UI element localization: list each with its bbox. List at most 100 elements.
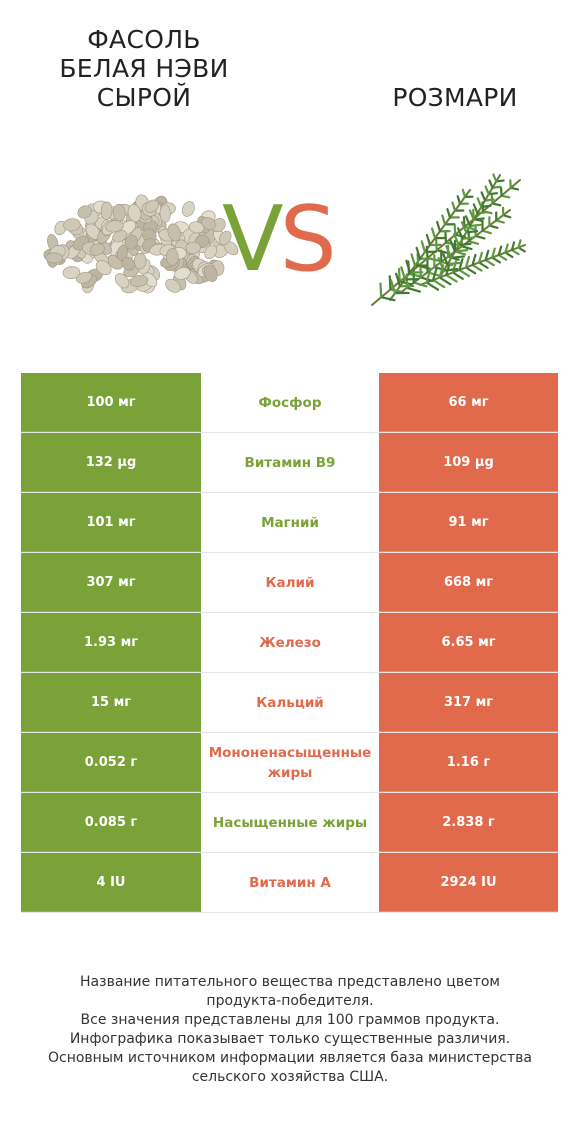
rosemary-part [453, 233, 460, 247]
table-row: 4 IU Витамин A 2924 IU [21, 853, 558, 913]
nutrient-name: Фосфор [201, 373, 379, 432]
rosemary-part [491, 247, 496, 259]
left-value: 0.052 г [21, 733, 201, 792]
right-value: 91 мг [379, 493, 558, 552]
rosemary-part [510, 248, 520, 256]
rosemary-part [458, 268, 471, 278]
table-row: 100 мг Фосфор 66 мг [21, 373, 558, 433]
left-value: 15 мг [21, 673, 201, 732]
rosemary-part [438, 276, 452, 286]
bean-shape [201, 217, 216, 230]
bean-shape [124, 234, 138, 250]
bean-shape [115, 273, 130, 289]
table-row: 0.052 г Мононенасыщенные жиры 1.16 г [21, 733, 558, 793]
rosemary-part [451, 201, 457, 212]
right-value: 2924 IU [379, 853, 558, 912]
comparison-table: 100 мг Фосфор 66 мг 132 µg Витамин B9 109 µg 1… [21, 373, 558, 913]
rosemary-part [389, 279, 397, 295]
rosemary-part [405, 286, 422, 293]
rosemary-part [457, 242, 472, 247]
rosemary-part [425, 233, 432, 247]
bean-shape [62, 266, 81, 280]
rosemary-part [388, 275, 392, 291]
rosemary-part [463, 225, 475, 231]
rosemary-part [480, 204, 492, 208]
rosemary-part [410, 253, 417, 267]
bean-shape [203, 264, 218, 282]
rosemary-part [497, 253, 508, 261]
rosemary-part [460, 245, 473, 251]
table-row: 15 мг Кальций 317 мг [21, 673, 558, 733]
rosemary-part [504, 243, 509, 254]
bean-shape [165, 278, 181, 293]
footer-line-5: Основным источником информации является … [48, 1050, 532, 1066]
rosemary-part [517, 239, 522, 249]
bean-shape [77, 205, 92, 219]
rosemary-part [449, 239, 457, 253]
bean-shape [116, 244, 128, 261]
rosemary-part [509, 186, 520, 191]
nutrient-name: Витамин A [201, 853, 379, 912]
right-food-title: РОЗМАРИ [392, 83, 518, 112]
rosemary-part [432, 266, 438, 282]
rosemary-part [395, 272, 402, 288]
footer-line-1: Название питательного вещества представл… [80, 974, 500, 990]
vs-label: VS [222, 195, 337, 285]
rosemary-part [495, 179, 505, 183]
nutrient-name: Железо [201, 613, 379, 672]
bean-shape [121, 256, 135, 271]
rosemary-part [445, 273, 458, 283]
footer-line-3: Все значения представлены для 100 граммо… [80, 1012, 500, 1028]
rosemary-part [453, 223, 457, 236]
rosemary-part [502, 214, 512, 219]
rosemary-part [457, 227, 464, 240]
vs-v: V [222, 187, 284, 292]
bean-shape [144, 199, 159, 213]
rosemary-part [405, 259, 412, 274]
bean-shape [63, 218, 81, 232]
rosemary-part [445, 245, 453, 259]
rosemary-part [442, 268, 459, 272]
rosemary-part [481, 229, 493, 235]
rosemary-part [476, 197, 483, 208]
rosemary-part [446, 261, 462, 266]
rosemary-part [488, 224, 499, 229]
bean-shape [45, 252, 63, 264]
bean-shape [167, 223, 181, 242]
rosemary-part [420, 240, 427, 253]
rosemary-part [471, 253, 477, 267]
nutrient-name: Кальций [201, 673, 379, 732]
right-value: 317 мг [379, 673, 558, 732]
rosemary-part [437, 257, 445, 272]
bean-shape [129, 274, 149, 288]
left-value: 4 IU [21, 853, 201, 912]
bean-shape [105, 220, 124, 233]
left-value: 100 мг [21, 373, 201, 432]
rosemary-part [488, 179, 494, 189]
rosemary-part [465, 230, 479, 234]
bean-shape [95, 260, 112, 276]
white-beans-pile-icon [43, 194, 239, 294]
bean-shape [100, 201, 113, 220]
bean-shape [89, 243, 105, 256]
bean-shape [211, 218, 226, 233]
rosemary-part [484, 258, 495, 267]
rosemary-part [453, 249, 469, 253]
rosemary-part [468, 209, 475, 221]
left-value: 101 мг [21, 493, 201, 552]
left-value: 0.085 г [21, 793, 201, 852]
rosemary-part [483, 198, 495, 202]
rosemary-part [467, 240, 480, 245]
rosemary-part [517, 246, 526, 253]
nutrient-name: Насыщенные жиры [201, 793, 379, 852]
rosemary-part [446, 208, 452, 219]
rosemary-part [468, 223, 482, 228]
right-value: 109 µg [379, 433, 558, 492]
rosemary-part [436, 220, 442, 233]
right-value: 66 мг [379, 373, 558, 432]
bean-shape [133, 252, 147, 270]
rosemary-part [510, 241, 516, 252]
rosemary-part [464, 255, 471, 269]
rosemary-part [472, 217, 485, 221]
rosemary-part [484, 249, 490, 262]
